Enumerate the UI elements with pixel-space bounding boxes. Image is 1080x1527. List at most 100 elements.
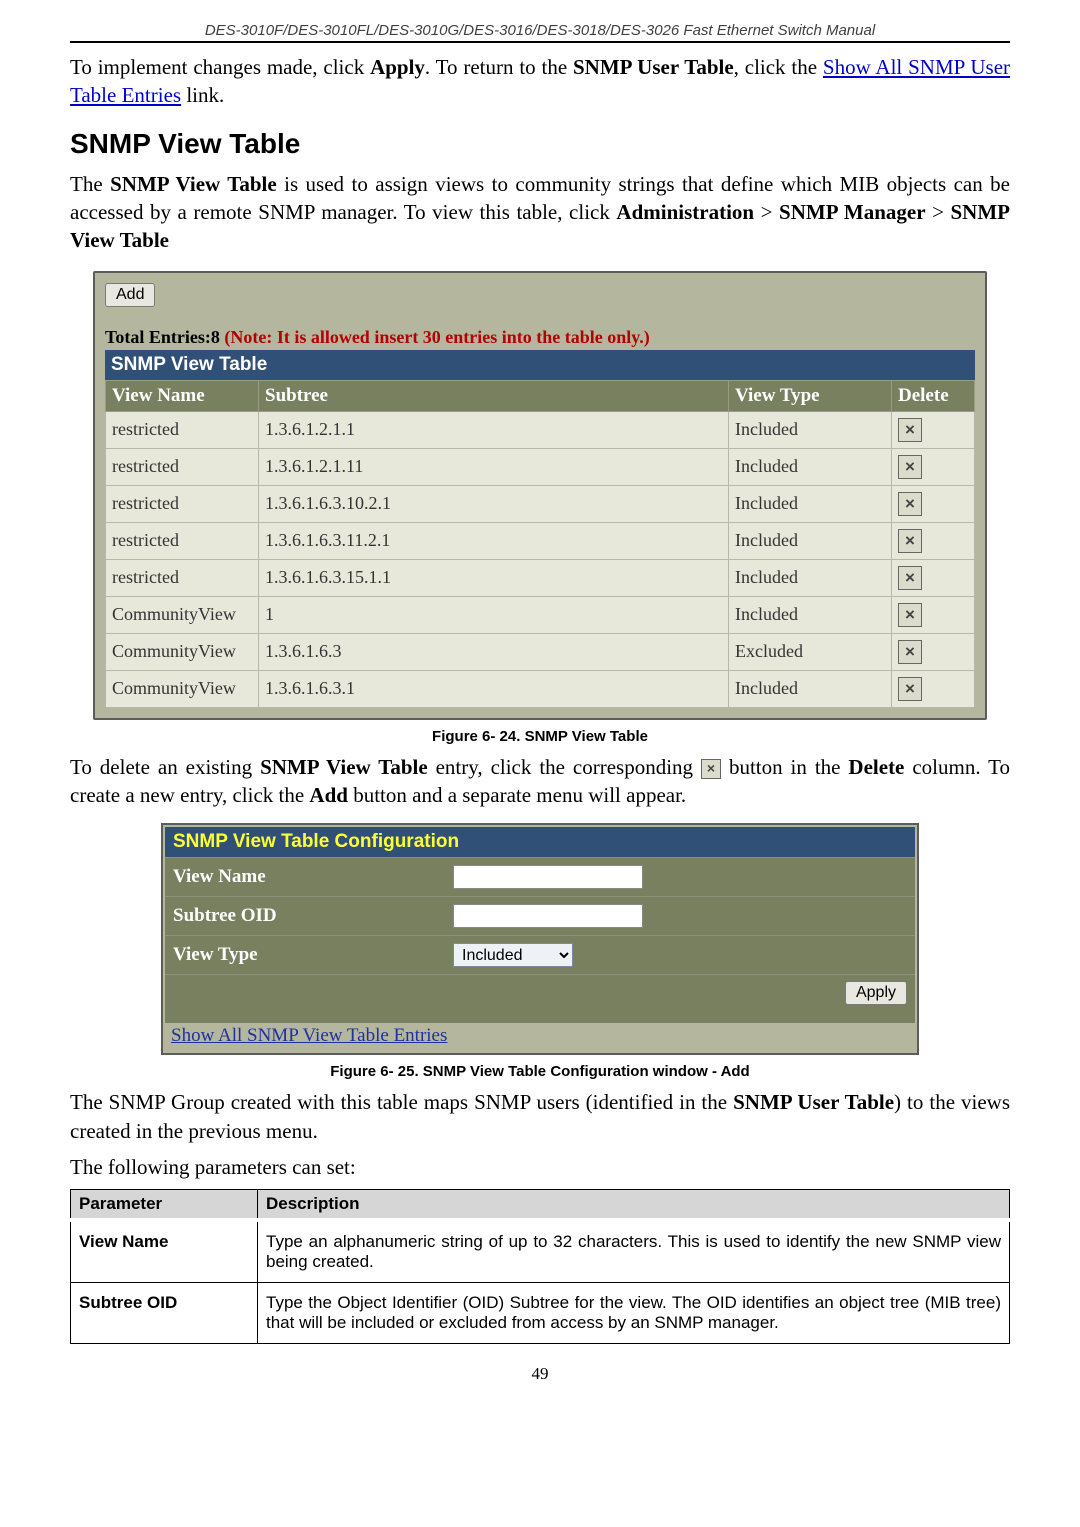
cell-subtree: 1.3.6.1.6.3.10.2.1 — [259, 485, 729, 522]
cell-subtree: 1.3.6.1.6.3.15.1.1 — [259, 559, 729, 596]
param-row: Subtree OIDType the Object Identifier (O… — [71, 1283, 1010, 1344]
config-row-view-type: View Type Included — [165, 935, 915, 974]
subtree-oid-label: Subtree OID — [173, 905, 453, 927]
text: > — [926, 200, 951, 224]
text: Administration — [616, 200, 754, 224]
cell-view-name: CommunityView — [106, 670, 259, 707]
text: Total Entries: — [105, 327, 211, 347]
text: SNMP View Table — [110, 172, 277, 196]
cell-subtree: 1.3.6.1.6.3.1 — [259, 670, 729, 707]
param-header-description: Description — [258, 1190, 1010, 1221]
config-row-view-name: View Name — [165, 857, 915, 896]
delete-button[interactable]: × — [898, 529, 922, 553]
delete-icon: × — [701, 759, 721, 779]
table-row: CommunityView1.3.6.1.6.3.1Included× — [106, 670, 975, 707]
cell-view-name: CommunityView — [106, 633, 259, 670]
cell-view-name: restricted — [106, 522, 259, 559]
table-row: restricted1.3.6.1.2.1.1Included× — [106, 411, 975, 448]
text: To implement changes made, click — [70, 55, 370, 79]
view-name-label: View Name — [173, 866, 453, 888]
group-paragraph: The SNMP Group created with this table m… — [70, 1088, 1010, 1145]
config-link-row: Show All SNMP View Table Entries — [165, 1023, 915, 1051]
text: . To return to the — [425, 55, 573, 79]
parameter-table: Parameter Description View NameType an a… — [70, 1189, 1010, 1344]
cell-view-name: restricted — [106, 448, 259, 485]
table-header-row: View Name Subtree View Type Delete — [106, 380, 975, 411]
text: button in the — [721, 755, 848, 779]
figure-caption-2: Figure 6- 25. SNMP View Table Configurat… — [70, 1063, 1010, 1080]
figure-caption-1: Figure 6- 24. SNMP View Table — [70, 728, 1010, 745]
text: entry, click the corresponding — [428, 755, 701, 779]
cell-view-name: restricted — [106, 559, 259, 596]
delete-button[interactable]: × — [898, 455, 922, 479]
text: Delete — [848, 755, 904, 779]
delete-button[interactable]: × — [898, 640, 922, 664]
snmp-config-figure: SNMP View Table Configuration View Name … — [161, 823, 919, 1055]
apply-word: Apply — [370, 55, 425, 79]
cell-delete: × — [892, 596, 975, 633]
cell-view-name: restricted — [106, 411, 259, 448]
params-lead: The following parameters can set: — [70, 1153, 1010, 1181]
text: button and a separate menu will appear. — [348, 783, 686, 807]
cell-delete: × — [892, 670, 975, 707]
text: To delete an existing — [70, 755, 260, 779]
add-button[interactable]: Add — [105, 283, 155, 307]
snmp-table-title: SNMP View Table — [105, 350, 975, 380]
delete-button[interactable]: × — [898, 418, 922, 442]
page-number: 49 — [70, 1364, 1010, 1384]
delete-button[interactable]: × — [898, 603, 922, 627]
subtree-oid-input[interactable] — [453, 904, 643, 928]
cell-delete: × — [892, 633, 975, 670]
desc-paragraph: The SNMP View Table is used to assign vi… — [70, 170, 1010, 255]
param-desc: Type the Object Identifier (OID) Subtree… — [258, 1283, 1010, 1344]
apply-row: Apply — [165, 974, 915, 1023]
cell-view-name: CommunityView — [106, 596, 259, 633]
cell-subtree: 1.3.6.1.6.3.11.2.1 — [259, 522, 729, 559]
entries-count: 8 — [211, 327, 220, 347]
cell-delete: × — [892, 411, 975, 448]
cell-view-type: Included — [729, 596, 892, 633]
delete-button[interactable]: × — [898, 492, 922, 516]
snmp-view-table-figure: Add Total Entries:8 (Note: It is allowed… — [93, 271, 987, 720]
cell-subtree: 1.3.6.1.2.1.1 — [259, 411, 729, 448]
param-header-parameter: Parameter — [71, 1190, 258, 1221]
config-title: SNMP View Table Configuration — [165, 827, 915, 857]
param-desc: Type an alphanumeric string of up to 32 … — [258, 1220, 1010, 1283]
param-name: View Name — [71, 1220, 258, 1283]
cell-subtree: 1 — [259, 596, 729, 633]
snmp-user-table-word: SNMP User Table — [573, 55, 734, 79]
config-row-subtree: Subtree OID — [165, 896, 915, 935]
cell-view-type: Included — [729, 559, 892, 596]
view-type-label: View Type — [173, 944, 453, 966]
cell-view-type: Included — [729, 522, 892, 559]
col-view-name: View Name — [106, 380, 259, 411]
cell-subtree: 1.3.6.1.6.3 — [259, 633, 729, 670]
cell-delete: × — [892, 559, 975, 596]
apply-button[interactable]: Apply — [845, 981, 907, 1005]
col-subtree: Subtree — [259, 380, 729, 411]
delete-button[interactable]: × — [898, 677, 922, 701]
col-delete: Delete — [892, 380, 975, 411]
cell-delete: × — [892, 522, 975, 559]
show-all-snmp-view-link[interactable]: Show All SNMP View Table Entries — [171, 1025, 447, 1046]
cell-subtree: 1.3.6.1.2.1.11 — [259, 448, 729, 485]
doc-header: DES-3010F/DES-3010FL/DES-3010G/DES-3016/… — [70, 22, 1010, 43]
text: , click the — [734, 55, 823, 79]
cell-delete: × — [892, 485, 975, 522]
text: The SNMP Group created with this table m… — [70, 1090, 733, 1114]
view-type-select[interactable]: Included — [453, 943, 573, 967]
snmp-view-table: View Name Subtree View Type Delete restr… — [105, 380, 975, 708]
table-row: restricted1.3.6.1.2.1.11Included× — [106, 448, 975, 485]
view-name-input[interactable] — [453, 865, 643, 889]
text: > — [754, 200, 779, 224]
table-row: CommunityView1.3.6.1.6.3Excluded× — [106, 633, 975, 670]
cell-view-type: Included — [729, 670, 892, 707]
delete-paragraph: To delete an existing SNMP View Table en… — [70, 753, 1010, 810]
cell-view-name: restricted — [106, 485, 259, 522]
param-header-row: Parameter Description — [71, 1190, 1010, 1221]
cell-view-type: Included — [729, 411, 892, 448]
table-row: restricted1.3.6.1.6.3.11.2.1Included× — [106, 522, 975, 559]
delete-button[interactable]: × — [898, 566, 922, 590]
cell-view-type: Excluded — [729, 633, 892, 670]
text: Add — [309, 783, 348, 807]
